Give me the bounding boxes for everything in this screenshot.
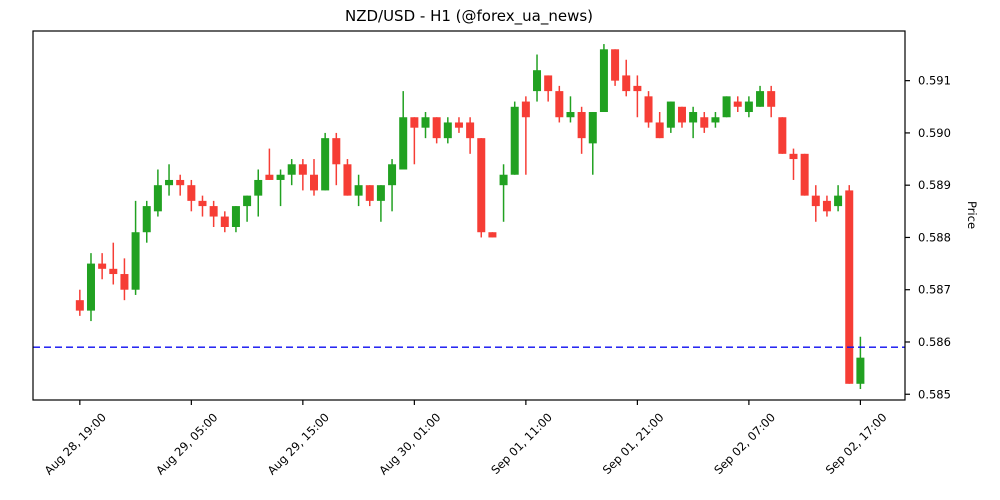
candle-body xyxy=(811,195,820,207)
candle-body xyxy=(86,263,95,311)
candle-body xyxy=(644,96,653,123)
candle-body xyxy=(744,101,753,113)
candle-body xyxy=(98,263,107,269)
plot-area: 0.585 0.586 0.587 0.588 0.589 0.590 0.591 Aug 2… xyxy=(32,30,951,478)
candle-body xyxy=(354,185,363,196)
candle-body xyxy=(488,232,497,238)
candle-body xyxy=(599,49,608,113)
candle-body xyxy=(131,232,140,290)
candle-body xyxy=(767,91,776,107)
x-tick-label: Sep 01, 11:00 xyxy=(488,410,555,477)
x-tick-label: Aug 30, 01:00 xyxy=(376,410,443,477)
candle-body xyxy=(376,185,385,201)
candle-body xyxy=(588,112,597,144)
y-tick-label: 0.591 xyxy=(918,74,951,88)
candle-body xyxy=(611,49,620,81)
x-tick-label: Sep 01, 21:00 xyxy=(600,410,667,477)
candle-body xyxy=(533,70,542,92)
candle-body xyxy=(220,216,229,227)
x-tick-label: Aug 29, 15:00 xyxy=(265,410,332,477)
candle-body xyxy=(633,85,642,92)
y-tick-label: 0.585 xyxy=(918,387,951,401)
candle-body xyxy=(622,75,631,92)
candle-body xyxy=(421,117,430,128)
candle-body xyxy=(800,153,809,196)
candle-body xyxy=(120,274,129,290)
candle-body xyxy=(544,75,553,92)
x-tick-label: Sep 02, 07:00 xyxy=(711,410,778,477)
candle-body xyxy=(153,185,162,212)
candle-body xyxy=(265,174,274,180)
candle-body xyxy=(454,122,463,128)
candle-body xyxy=(822,200,831,212)
candle-body xyxy=(109,268,118,275)
candle-body xyxy=(510,106,519,175)
candle-body xyxy=(711,117,720,123)
candle-body xyxy=(209,206,218,217)
candle-body xyxy=(722,96,731,118)
y-tick-label: 0.589 xyxy=(918,178,951,192)
candle-body xyxy=(310,174,319,191)
candle-body xyxy=(756,91,765,107)
candle-body xyxy=(410,117,419,128)
candle-body xyxy=(343,164,352,196)
candle-body xyxy=(700,117,709,128)
candle-body xyxy=(165,179,174,186)
x-tick-label: Aug 29, 05:00 xyxy=(153,410,220,477)
y-tick-label: 0.587 xyxy=(918,283,951,297)
candle-body xyxy=(176,179,185,186)
candle-body xyxy=(733,101,742,107)
candle-body xyxy=(287,164,296,175)
candle-body xyxy=(577,112,586,139)
candle-body xyxy=(521,101,530,118)
candle-body xyxy=(845,190,854,384)
y-tick-label: 0.586 xyxy=(918,335,951,349)
candle-body xyxy=(388,164,397,186)
candle-body xyxy=(778,117,787,154)
axes-spines xyxy=(32,30,906,401)
candle-body xyxy=(566,112,575,118)
candle-body xyxy=(655,122,664,139)
candle-body xyxy=(432,117,441,139)
candle-body xyxy=(499,174,508,186)
candle-body xyxy=(856,357,865,384)
candle-body xyxy=(243,195,252,207)
candle-body xyxy=(75,300,84,311)
chart-title: NZD/USD - H1 (@forex_ua_news) xyxy=(345,7,593,26)
candle-body xyxy=(365,185,374,201)
y-tick-label: 0.590 xyxy=(918,126,951,140)
candle-body xyxy=(198,200,207,207)
candle-body xyxy=(443,122,452,139)
candle-body xyxy=(298,164,307,175)
candle-body xyxy=(666,101,675,128)
candle-body xyxy=(466,122,475,139)
candle-body xyxy=(677,106,686,123)
x-tick-label: Sep 02, 17:00 xyxy=(823,410,890,477)
x-tick-label: Aug 28, 19:00 xyxy=(42,410,109,477)
y-tick-label: 0.588 xyxy=(918,230,951,244)
candle-body xyxy=(332,138,341,165)
candle-body xyxy=(254,179,263,196)
candle-body xyxy=(276,174,285,180)
candle-body xyxy=(321,138,330,191)
candle-body xyxy=(477,138,486,233)
candle-body xyxy=(689,112,698,123)
candle-body xyxy=(834,195,843,207)
candle-body xyxy=(399,117,408,170)
candle-body xyxy=(231,206,240,227)
price-axis-label: Price xyxy=(965,201,979,229)
candle-body xyxy=(789,153,798,160)
candle-body xyxy=(142,206,151,233)
candle-body xyxy=(187,185,196,201)
candle-body xyxy=(555,91,564,118)
